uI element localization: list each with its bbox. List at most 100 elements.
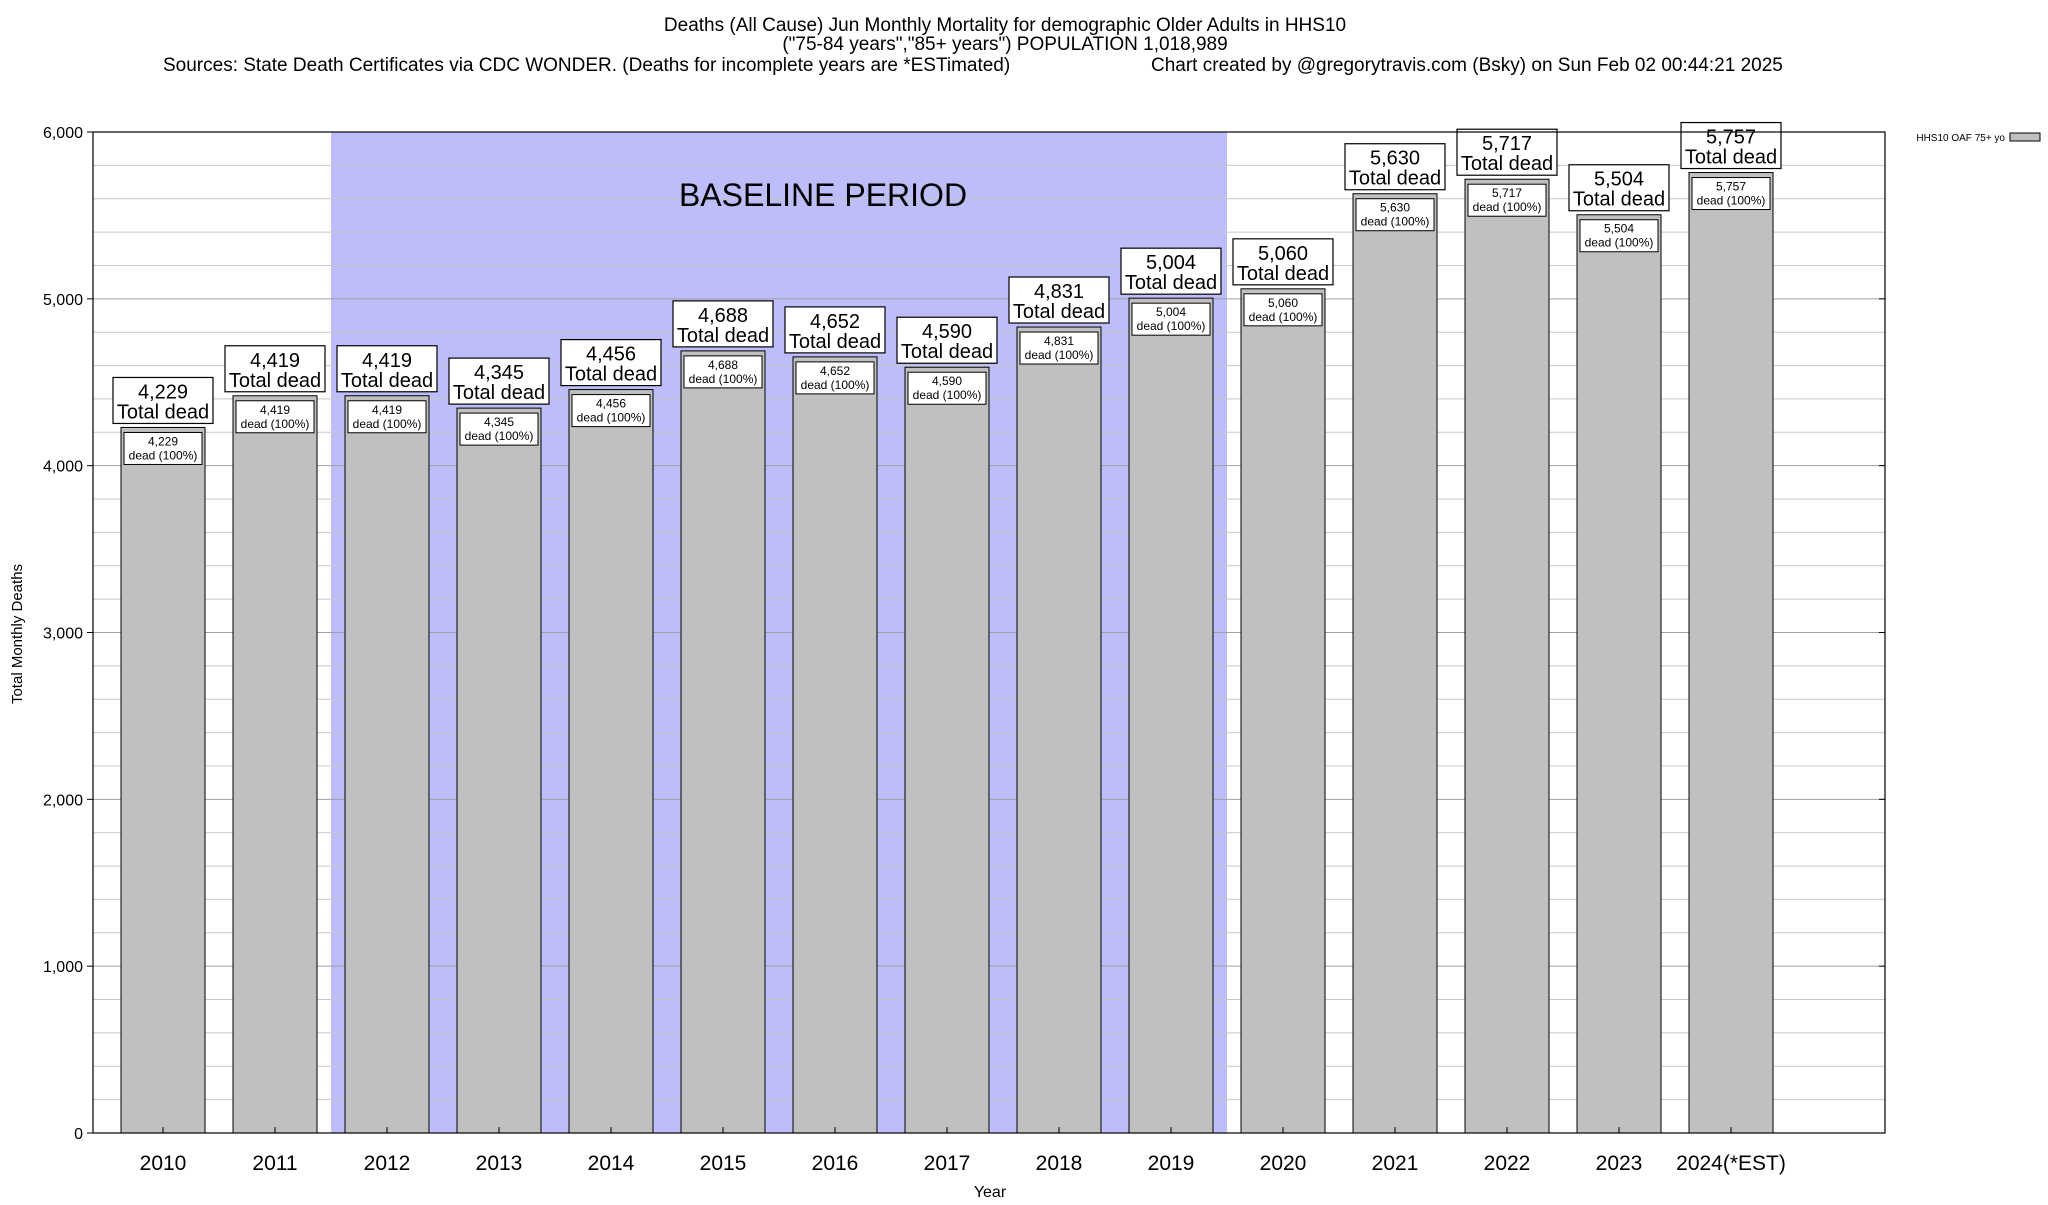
bar-total-value-label: 4,229: [138, 381, 188, 403]
x-tick-label: 2015: [700, 1152, 747, 1175]
bar-2020: [1240, 288, 1326, 1134]
bar-inner-label-box: [235, 400, 315, 434]
bar-inner-label-box: [907, 371, 987, 405]
bar-inner-value-label: 4,229: [148, 434, 178, 448]
bar-total-value-label: 4,456: [586, 344, 636, 366]
bar-inner-pct-label: dead (100%): [689, 372, 758, 386]
bar-2016: [792, 356, 878, 1134]
bar-total-value-label: 5,060: [1258, 243, 1308, 265]
bar-inner-value-label: 4,688: [708, 358, 738, 372]
bar-2021: [1352, 193, 1438, 1134]
bar-inner-pct-label: dead (100%): [577, 411, 646, 425]
bar-2018: [1016, 326, 1102, 1134]
bar-inner-label-box: [1467, 183, 1547, 217]
bar-inner-label-box: [683, 355, 763, 389]
bar-inner-pct-label: dead (100%): [241, 417, 310, 431]
bar-total-text-label: Total dead: [1125, 272, 1217, 294]
bar-inner-value-label: 5,630: [1380, 201, 1410, 215]
bar-total-value-label: 5,630: [1370, 148, 1420, 170]
bar-inner-label-box: [1019, 331, 1099, 365]
x-tick-label: 2014: [588, 1152, 635, 1175]
bar-2011: [232, 395, 318, 1134]
bar-inner-label-box: [123, 431, 203, 465]
bar-total-text-label: Total dead: [677, 325, 769, 347]
bar-total-text-label: Total dead: [789, 331, 881, 353]
bar-inner-value-label: 5,504: [1604, 222, 1634, 236]
bar-total-text-label: Total dead: [1685, 147, 1777, 169]
bar-inner-pct-label: dead (100%): [353, 417, 422, 431]
bar-total-text-label: Total dead: [1349, 168, 1441, 190]
bar-total-value-label: 4,831: [1034, 281, 1084, 303]
bar-inner-pct-label: dead (100%): [801, 378, 870, 392]
chart-credit: Chart created by @gregorytravis.com (Bsk…: [1151, 55, 1783, 76]
y-tick-label: 6,000: [43, 125, 83, 142]
bar-inner-pct-label: dead (100%): [129, 448, 198, 462]
bar-inner-label-box: [795, 361, 875, 395]
bar-2022: [1464, 178, 1550, 1134]
y-axis-label: Total Monthly Deaths: [9, 564, 26, 704]
chart-sources: Sources: State Death Certificates via CD…: [163, 55, 1010, 76]
bar-inner-pct-label: dead (100%): [1361, 215, 1430, 229]
bar-total-label-box: [1568, 164, 1670, 212]
bar-2017: [904, 366, 990, 1134]
bar-2014: [568, 389, 654, 1134]
bar-total-label-box: [672, 300, 774, 348]
bar-total-text-label: Total dead: [1573, 189, 1665, 211]
x-tick-label: 2017: [924, 1152, 971, 1175]
bar-total-label-box: [112, 376, 214, 425]
x-tick-label: 2010: [140, 1152, 187, 1175]
bar-2013: [456, 407, 542, 1134]
bar-inner-label-box: [1131, 302, 1211, 336]
bar-total-value-label: 5,717: [1482, 133, 1532, 155]
x-tick-label: 2024(*EST): [1676, 1152, 1786, 1175]
bar-inner-pct-label: dead (100%): [1249, 310, 1318, 324]
x-tick-label: 2013: [476, 1152, 523, 1175]
legend: HHS10 OAF 75+ yo: [1916, 132, 2041, 144]
x-tick-label: 2018: [1036, 1152, 1083, 1175]
bar-2023: [1576, 214, 1662, 1134]
bar-total-text-label: Total dead: [117, 401, 209, 423]
bar-inner-pct-label: dead (100%): [1137, 319, 1206, 333]
bar-inner-pct-label: dead (100%): [913, 388, 982, 402]
bar-inner-value-label: 5,060: [1268, 296, 1298, 310]
axis-layer: 0 1,000 2,000 3,000 4,000 5,000 6,000 2010 2011 2…: [43, 125, 1886, 1175]
bar-inner-label-box: [1691, 177, 1771, 211]
bar-inner-value-label: 5,717: [1492, 186, 1522, 200]
bar-inner-value-label: 4,831: [1044, 334, 1074, 348]
bar-inner-pct-label: dead (100%): [1025, 348, 1094, 362]
bar-total-label-box: [784, 306, 886, 354]
bar-inner-value-label: 5,004: [1156, 305, 1186, 319]
bar-total-value-label: 4,419: [362, 350, 412, 372]
bar-2010: [120, 426, 206, 1134]
x-tick-label: 2021: [1372, 1152, 1419, 1175]
x-tick-label: 2022: [1484, 1152, 1531, 1175]
bar-total-value-label: 5,504: [1594, 169, 1644, 191]
bar-total-text-label: Total dead: [565, 364, 657, 386]
bar-inner-pct-label: dead (100%): [1697, 194, 1766, 208]
bar-2012: [344, 395, 430, 1134]
y-tick-label: 2,000: [43, 792, 83, 809]
bar-total-value-label: 4,688: [698, 305, 748, 327]
bar-inner-value-label: 4,456: [596, 397, 626, 411]
bar-inner-label-box: [1579, 219, 1659, 253]
bar-inner-label-box: [1243, 293, 1323, 327]
bar-total-text-label: Total dead: [229, 370, 321, 392]
bar-total-value-label: 4,345: [474, 362, 524, 384]
x-tick-label: 2020: [1260, 1152, 1307, 1175]
bar-inner-value-label: 4,419: [372, 403, 402, 417]
bar-2015: [680, 350, 766, 1134]
bar-inner-label-box: [347, 400, 427, 434]
bar-inner-value-label: 4,345: [484, 415, 514, 429]
bar-total-text-label: Total dead: [341, 370, 433, 392]
bar-inner-value-label: 5,757: [1716, 180, 1746, 194]
y-tick-label: 3,000: [43, 626, 83, 643]
bar-inner-value-label: 4,652: [820, 364, 850, 378]
bar-inner-pct-label: dead (100%): [1585, 236, 1654, 250]
bar-total-label-box: [560, 338, 662, 387]
x-tick-label: 2016: [812, 1152, 859, 1175]
bar-2019: [1128, 297, 1214, 1134]
x-tick-label: 2019: [1148, 1152, 1195, 1175]
